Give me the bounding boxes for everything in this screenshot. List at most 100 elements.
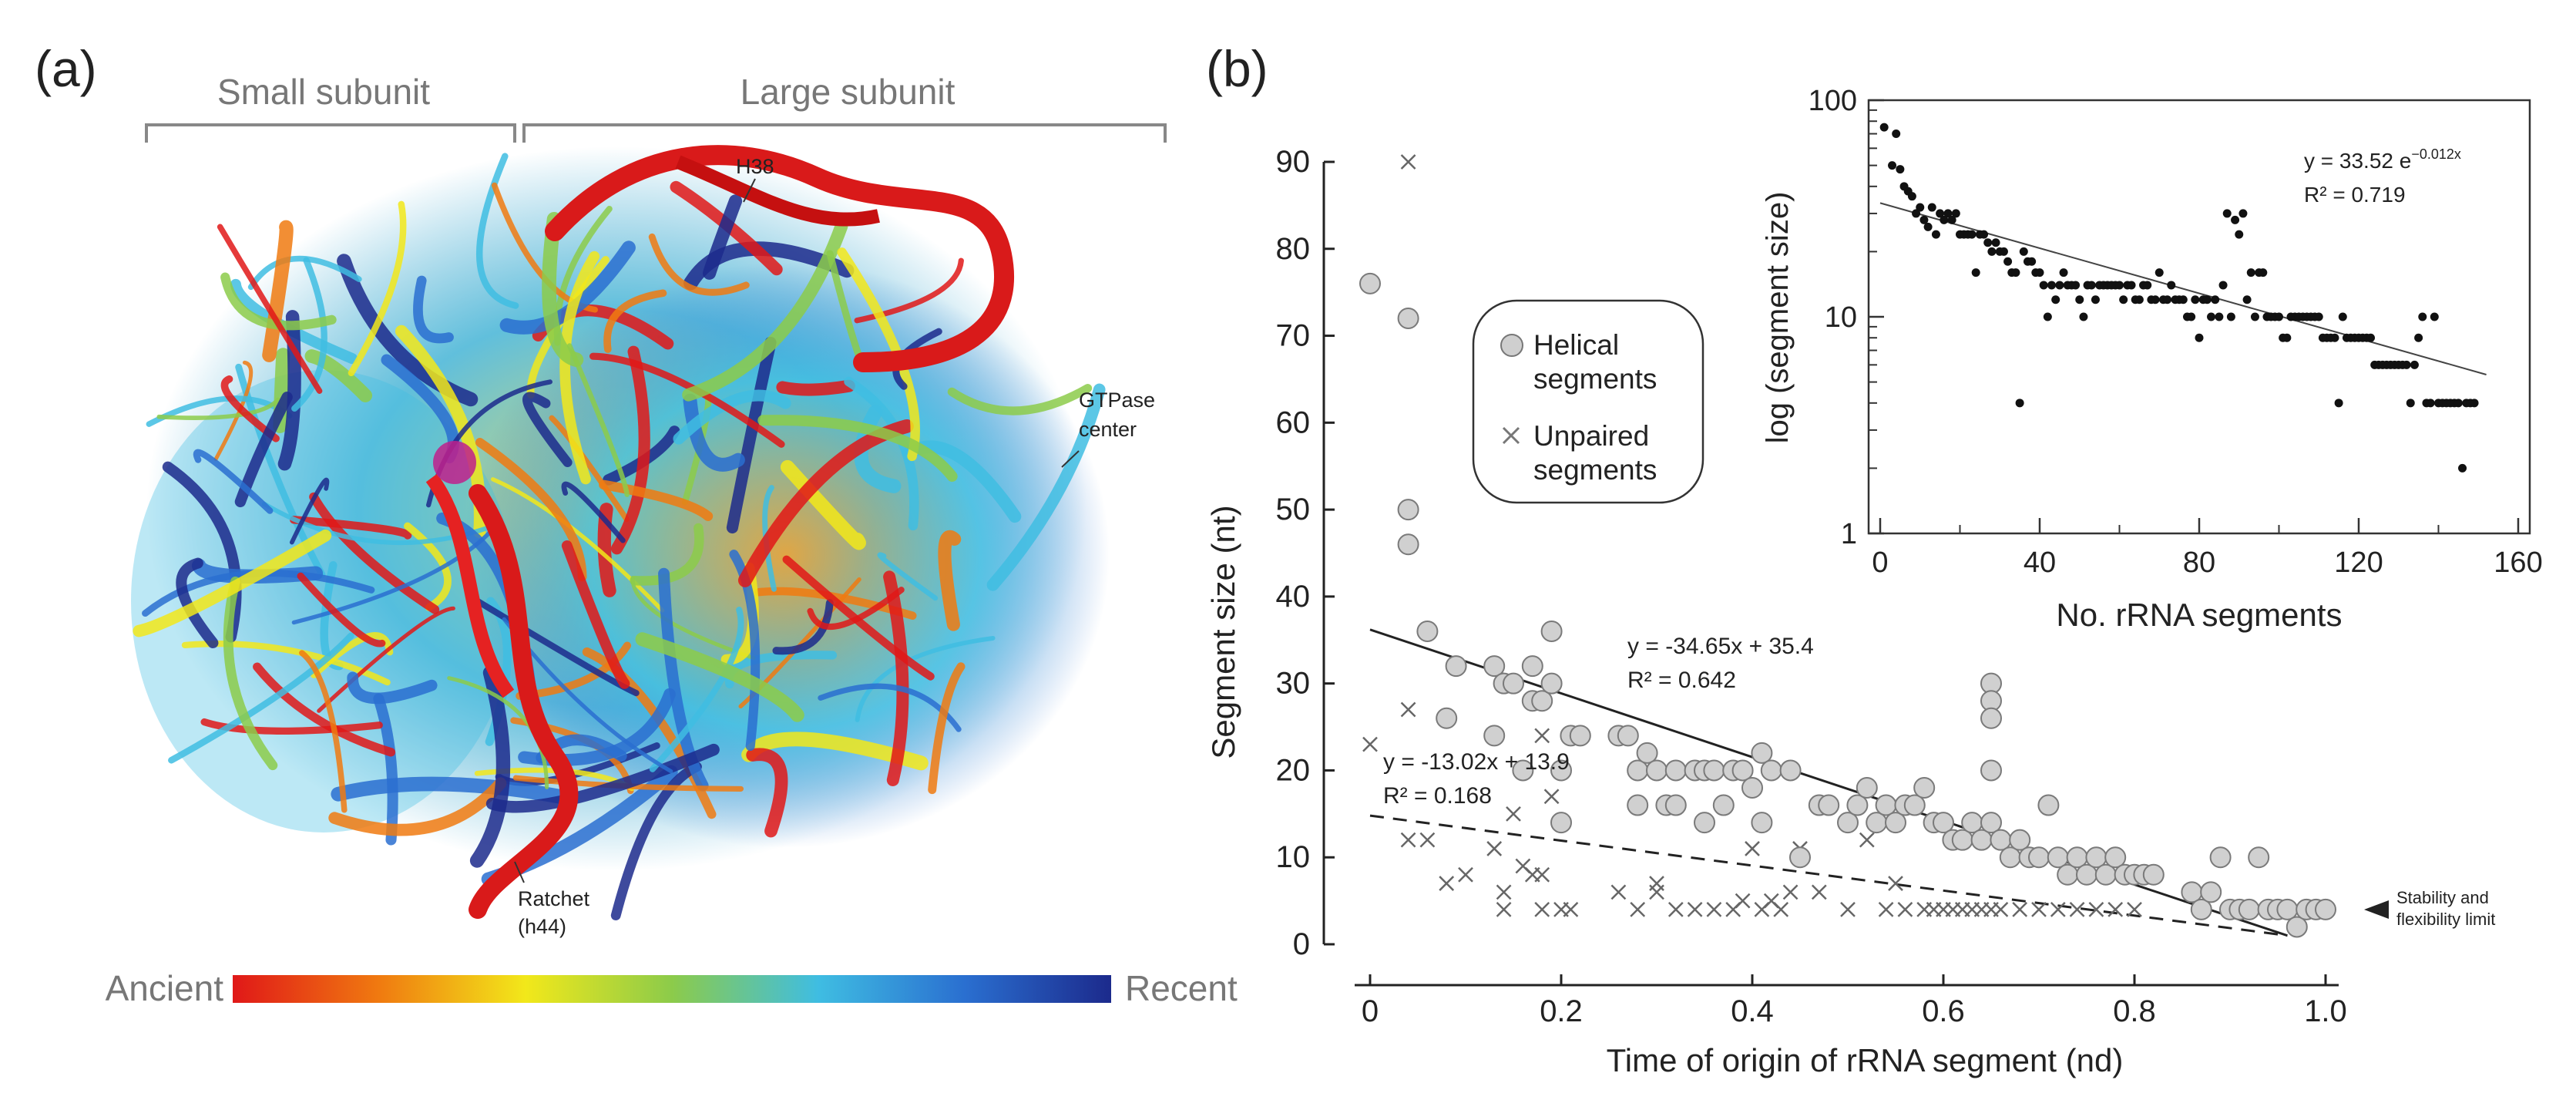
- unpaired-point: [1745, 841, 1760, 856]
- inset-point: [2195, 333, 2204, 342]
- unpaired-point: [1782, 884, 1798, 900]
- small-subunit-label: Small subunit: [217, 72, 430, 112]
- unpaired-point: [2069, 902, 2085, 917]
- helical-point: [1531, 690, 1553, 712]
- inset-point: [1991, 238, 2000, 247]
- inset-point: [2406, 399, 2415, 408]
- helical-point: [1617, 725, 1639, 747]
- unpaired-point: [1400, 701, 1416, 718]
- inset-point: [2246, 268, 2255, 278]
- inset-point: [1983, 238, 1993, 247]
- helical-point: [2238, 898, 2260, 920]
- helical-point: [1980, 812, 2002, 834]
- inset-point: [2075, 295, 2084, 304]
- ribosome-strand: [348, 200, 407, 377]
- unpaired-point: [1993, 902, 2009, 917]
- ribosome-strand: [635, 632, 804, 722]
- main-y-tick-label: 0: [1293, 927, 1310, 961]
- ribosome-structure-image: [131, 145, 1110, 920]
- inset-point: [2211, 295, 2220, 304]
- inset-point: [2282, 333, 2292, 342]
- legend-helical-label-line2: segments: [1533, 363, 1657, 395]
- ribosome-strand: [289, 477, 330, 545]
- inset-y-tick-label: 10: [1825, 301, 1857, 334]
- inset-x-tick-label: 120: [2334, 547, 2383, 579]
- unpaired-point: [1811, 884, 1827, 900]
- unpaired-point: [1687, 902, 1703, 917]
- ribosome-strand: [328, 777, 507, 836]
- inset-point: [1940, 215, 1949, 224]
- inset-point: [1888, 161, 1897, 170]
- helical-point: [2200, 881, 2222, 903]
- inset-point: [2334, 399, 2343, 408]
- inset-point: [2047, 281, 2057, 290]
- inset-point: [2059, 268, 2068, 278]
- inset-point: [2314, 312, 2323, 321]
- helical-point: [1397, 308, 1419, 329]
- main-x-tick-label: 0.6: [1922, 994, 1965, 1028]
- helical-point: [1550, 759, 1572, 782]
- large-subunit-bracket: [522, 123, 1167, 143]
- unpaired-point: [1496, 884, 1512, 900]
- main-y-tick-label: 90: [1276, 145, 1311, 179]
- ribosome-strand: [772, 599, 834, 655]
- inset-point: [2143, 281, 2152, 290]
- inset-point: [2410, 360, 2419, 369]
- unpaired-point: [1419, 832, 1436, 848]
- ribosome-strand: [297, 572, 386, 648]
- inset-point: [2187, 312, 2196, 321]
- ribosome-strand: [156, 397, 280, 420]
- unpaired-point: [1706, 902, 1722, 917]
- helical-point: [1664, 794, 1687, 816]
- inset-point: [1931, 230, 1940, 239]
- unpaired-point: [1400, 154, 1416, 170]
- inset-y-axis-label: log (segment size): [1761, 192, 1795, 444]
- helical-point: [1933, 812, 1954, 834]
- unpaired-point: [1668, 902, 1684, 917]
- helical-point: [2028, 846, 2050, 869]
- ribosome-strand: [610, 762, 702, 920]
- helical-point: [1664, 759, 1687, 782]
- ribosome-strand: [837, 247, 920, 462]
- main-y-axis-label: Segment size (nt): [1205, 505, 1241, 758]
- inset-fit-r2: R² = 0.719: [2304, 183, 2406, 207]
- main-x-axis-label: Time of origin of rRNA segment (nd): [1607, 1042, 2124, 1078]
- inset-point: [1916, 203, 1925, 212]
- unpaired-point: [1496, 902, 1512, 917]
- helical-point: [2315, 898, 2336, 920]
- inset-point: [1892, 130, 1901, 139]
- inset-point: [2250, 312, 2259, 321]
- helical-point: [1846, 794, 1869, 816]
- unpaired-point: [2050, 902, 2066, 917]
- legend-helical-marker: [1500, 334, 1523, 357]
- ribosome-strand: [220, 272, 337, 331]
- inset-point: [2458, 463, 2467, 473]
- helical-point: [1789, 846, 1811, 869]
- ribosome-strand: [610, 345, 650, 555]
- inset-point: [2259, 268, 2268, 278]
- h38-pointer: [743, 178, 756, 203]
- helical-point: [2104, 846, 2127, 869]
- inset-point: [2039, 281, 2048, 290]
- inset-point: [2011, 268, 2020, 278]
- inset-point: [2414, 333, 2423, 342]
- ribosome-strand: [469, 665, 511, 868]
- main-y-tick-label: 30: [1276, 667, 1311, 701]
- inset-log-chart: 1 10 100 0 40 80 120 160 log (segment size) No…: [1761, 85, 2543, 633]
- helical-point: [1980, 759, 2002, 782]
- inset-point: [2207, 312, 2216, 321]
- helical-point: [1540, 672, 1563, 695]
- ribosome-strand: [986, 383, 1106, 591]
- unpaired-point: [1534, 728, 1550, 744]
- ribosome-strand: [447, 676, 549, 789]
- helical-point: [1856, 777, 1878, 799]
- ribosome-strand: [682, 220, 848, 402]
- inset-point: [2453, 399, 2463, 408]
- inset-point: [2275, 312, 2283, 321]
- inset-y-tick-label: 1: [1841, 518, 1857, 550]
- ribosome-strand: [223, 576, 278, 771]
- ribosome-strand: [291, 257, 327, 412]
- inset-point: [2003, 257, 2013, 266]
- unpaired-fit-r2: R² = 0.168: [1383, 783, 1492, 809]
